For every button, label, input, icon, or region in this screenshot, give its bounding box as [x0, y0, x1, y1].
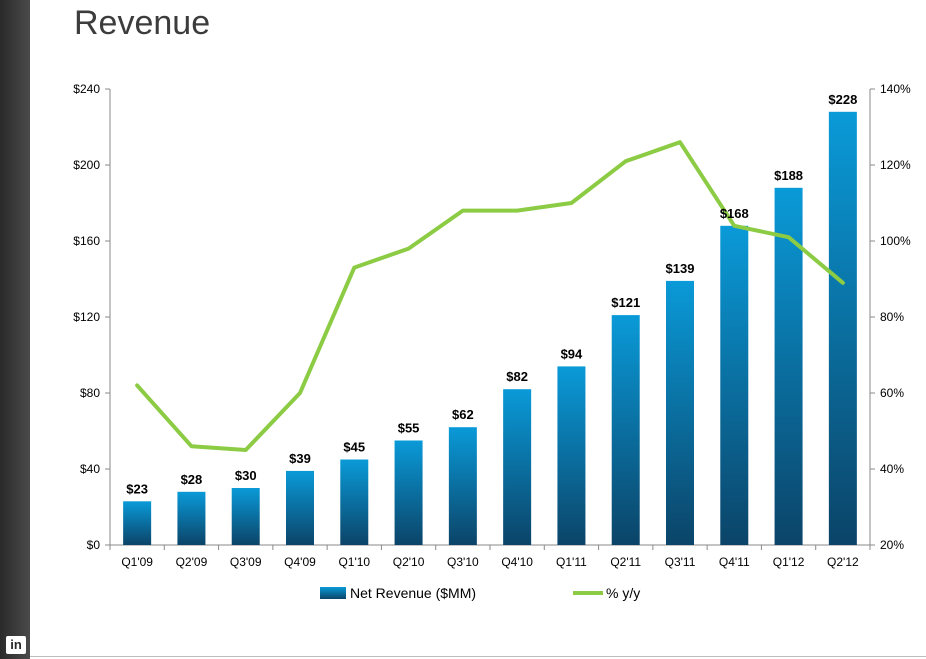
right-axis-tick-label: 40%	[880, 462, 904, 476]
right-axis-tick-label: 20%	[880, 538, 904, 552]
revenue-bar-label: $23	[126, 481, 148, 496]
revenue-bar-label: $30	[235, 468, 257, 483]
revenue-bar-label: $39	[289, 451, 311, 466]
revenue-bar	[557, 366, 586, 545]
x-axis-tick-label: Q1'10	[338, 555, 370, 569]
x-axis-tick-label: Q3'09	[230, 555, 262, 569]
x-axis-tick-label: Q2'12	[827, 555, 859, 569]
revenue-bar	[394, 440, 423, 545]
left-axis-tick-label: $160	[73, 234, 100, 248]
revenue-bar	[231, 488, 260, 545]
revenue-bar-label: $94	[561, 346, 583, 361]
x-axis-tick-label: Q2'11	[610, 555, 641, 569]
revenue-bar-label: $188	[774, 168, 803, 183]
left-axis-tick-label: $200	[73, 158, 100, 172]
revenue-bar	[123, 501, 152, 545]
revenue-bar	[503, 389, 532, 545]
left-axis-tick-label: $120	[73, 310, 100, 324]
side-strip	[0, 0, 30, 659]
x-axis-tick-label: Q4'10	[501, 555, 533, 569]
linkedin-logo: in	[6, 636, 26, 654]
legend-line-label: % y/y	[606, 585, 640, 601]
revenue-bar	[611, 315, 640, 545]
revenue-bar	[448, 427, 477, 545]
x-axis-tick-label: Q1'12	[773, 555, 805, 569]
x-axis-tick-label: Q1'09	[121, 555, 153, 569]
revenue-bar	[340, 459, 369, 545]
revenue-bar-label: $168	[720, 206, 749, 221]
revenue-bar-label: $228	[828, 92, 857, 107]
legend-bar-label: Net Revenue ($MM)	[350, 585, 476, 601]
left-axis-tick-label: $80	[80, 386, 100, 400]
revenue-bar	[828, 111, 857, 546]
right-axis-tick-label: 80%	[880, 310, 904, 324]
left-axis-tick-label: $40	[80, 462, 100, 476]
revenue-bar	[720, 225, 749, 546]
x-axis-tick-label: Q2'09	[176, 555, 208, 569]
revenue-bar	[666, 280, 694, 545]
bottom-divider	[30, 656, 926, 657]
x-axis-tick-label: Q3'10	[447, 555, 479, 569]
left-axis-tick-label: $240	[73, 82, 100, 96]
right-axis-tick-label: 140%	[880, 82, 911, 96]
revenue-bar	[286, 470, 314, 545]
revenue-bar-label: $139	[666, 261, 695, 276]
left-axis-tick-label: $0	[87, 538, 101, 552]
x-axis-tick-label: Q2'10	[393, 555, 425, 569]
revenue-bar-label: $82	[506, 369, 528, 384]
legend-bar-swatch	[320, 587, 346, 599]
revenue-bar-label: $62	[452, 407, 474, 422]
page-title: Revenue	[74, 4, 211, 42]
revenue-bar-label: $28	[181, 472, 203, 487]
revenue-bar-label: $55	[398, 421, 420, 436]
right-axis-tick-label: 120%	[880, 158, 911, 172]
revenue-bar	[177, 491, 206, 545]
revenue-bar	[774, 187, 803, 546]
revenue-bar-label: $45	[343, 440, 365, 455]
x-axis-tick-label: Q4'11	[719, 555, 750, 569]
right-axis-tick-label: 60%	[880, 386, 904, 400]
right-axis-tick-label: 100%	[880, 234, 911, 248]
x-axis-tick-label: Q1'11	[556, 555, 587, 569]
revenue-bar-label: $121	[611, 295, 640, 310]
x-axis-tick-label: Q4'09	[284, 555, 316, 569]
x-axis-tick-label: Q3'11	[665, 555, 696, 569]
yoy-growth-line	[135, 140, 845, 452]
